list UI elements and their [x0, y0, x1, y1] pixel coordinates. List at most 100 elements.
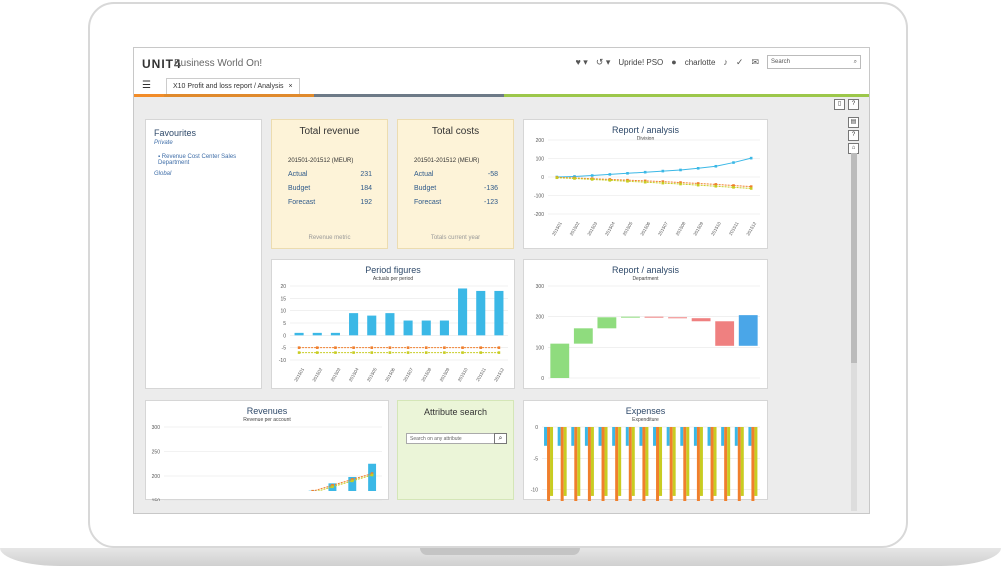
bar	[385, 313, 395, 336]
x-tick-label: 201506	[384, 367, 396, 383]
bar	[612, 427, 616, 446]
x-tick-label: 201510	[457, 367, 469, 383]
total-costs-title: Total costs	[431, 126, 480, 137]
checkmark-icon[interactable]: ✓	[735, 56, 744, 67]
scrollbar[interactable]	[851, 153, 857, 511]
data-point	[297, 351, 301, 354]
data-point	[573, 177, 576, 180]
data-point	[696, 183, 700, 187]
bar	[751, 427, 755, 501]
waterfall-bar	[715, 321, 735, 346]
history-icon[interactable]: ↺ ▾	[595, 56, 611, 67]
bar	[727, 427, 731, 496]
bar	[653, 427, 657, 446]
kpi-row: Actual 231	[288, 171, 372, 178]
data-point	[350, 478, 354, 481]
total-revenue-title: Total revenue	[299, 126, 360, 137]
bar	[557, 427, 561, 446]
kpi-row: Budget -136	[414, 185, 498, 192]
tab-title: Profit and loss report / Analysis	[187, 83, 284, 90]
dashboard-area: ▯ ? ▤ ? ⌂ Favourites Private ▪ Revenue C…	[134, 97, 869, 513]
chart-title: Report / analysis	[611, 265, 680, 275]
bar	[631, 427, 635, 496]
data-point	[749, 187, 753, 190]
bar	[544, 427, 548, 446]
division-chart-card[interactable]: Report / analysis Division -200 -100 0 100 2…	[523, 119, 768, 249]
help-icon[interactable]: ?	[848, 130, 859, 141]
tab-profit-loss[interactable]: X10 Profit and loss report / Analysis ×	[166, 78, 300, 94]
data-point	[732, 186, 735, 189]
data-point	[714, 164, 718, 168]
chart-subtitle: Expenditure	[632, 417, 659, 423]
data-point	[590, 174, 594, 177]
favourites-title: Favourites	[154, 128, 197, 138]
top-right-toolbar: ♥ ▾ ↺ ▾ Upride! PSO ● charlotte ♪ ✓ ✉ Se…	[575, 54, 861, 70]
bar	[571, 427, 575, 446]
series-line	[556, 157, 752, 178]
y-tick-label: -5	[282, 346, 287, 352]
waterfall-bar	[621, 316, 640, 318]
total-costs-period: 201501-201512 (MEUR)	[414, 158, 480, 164]
revenues-chart-card[interactable]: Revenues Revenue per account 10015020025…	[145, 400, 389, 501]
x-tick-label: 201511	[475, 367, 487, 383]
chart-title: Revenues	[246, 406, 288, 416]
x-tick-label: 201508	[420, 367, 432, 383]
total-costs-footer: Totals current year	[430, 235, 481, 241]
kpi-row: Forecast -123	[414, 199, 498, 206]
y-tick-label: 250	[152, 450, 161, 456]
favourite-link[interactable]: ▪ Revenue Cost Center Sales Department	[158, 154, 237, 166]
bar	[683, 427, 687, 501]
layout-icon[interactable]: ▯	[834, 99, 845, 110]
expenses-chart-card[interactable]: Expenses Expenditure 0-5-10-15	[523, 400, 768, 501]
favourites-global: Global	[154, 171, 172, 177]
data-point	[350, 479, 354, 483]
data-point	[315, 351, 319, 354]
bar	[584, 427, 588, 446]
x-tick-label: 201509	[439, 367, 451, 383]
chart-subtitle: Division	[636, 136, 655, 142]
y-tick-label: -200	[534, 212, 544, 218]
bar	[439, 320, 449, 336]
expenses-chart: 0-5-10-15	[531, 425, 760, 501]
waterfall-bar	[738, 315, 758, 346]
chart-subtitle: Department	[632, 276, 659, 282]
data-point	[626, 179, 629, 183]
data-point	[311, 491, 314, 494]
y-tick-label: 10	[280, 309, 286, 315]
data-point	[749, 185, 753, 188]
revenues-chart: 100150200250300	[152, 425, 382, 501]
chart-title: Report / analysis	[611, 125, 680, 135]
user-menu[interactable]: charlotte	[684, 57, 716, 67]
total-revenue-card[interactable]: Total revenue 201501-201512 (MEUR) Actua…	[271, 119, 388, 249]
search-input[interactable]: Search ⌕	[767, 55, 861, 69]
attribute-search-card: Attribute search Search on any attribute…	[397, 400, 514, 500]
search-icon[interactable]: ⌕	[853, 58, 857, 65]
chat-icon[interactable]: ✉	[751, 56, 759, 67]
total-revenue-period: 201501-201512 (MEUR)	[288, 158, 354, 164]
x-tick-label: 201504	[604, 221, 616, 237]
y-tick-label: -10	[531, 488, 538, 494]
department-chart-card[interactable]: Report / analysis Department 0 100 200 300	[523, 259, 768, 389]
x-tick-label: 201507	[402, 367, 414, 383]
y-tick-label: 20	[280, 284, 286, 290]
bar	[590, 427, 594, 496]
y-tick-label: -5	[534, 456, 539, 462]
help-icon[interactable]: ?	[848, 99, 859, 110]
data-point	[732, 184, 735, 187]
data-point	[443, 351, 446, 354]
company-selector[interactable]: Upride! PSO	[618, 57, 664, 67]
bar	[615, 427, 619, 501]
x-tick-label: 201512	[493, 367, 505, 383]
document-icon[interactable]: ▤	[848, 117, 859, 128]
bell-icon[interactable]: ♪	[723, 57, 728, 67]
x-tick-label: 201507	[657, 221, 669, 237]
data-point	[479, 351, 483, 354]
bar	[710, 427, 714, 501]
attribute-search-input[interactable]: Search on any attribute	[406, 433, 496, 444]
menu-list-icon[interactable]: ☰	[142, 80, 151, 91]
total-costs-card[interactable]: Total costs 201501-201512 (MEUR) Actual -…	[397, 119, 514, 249]
period-chart-card[interactable]: Period figures Actuals per period -10 -5 0…	[271, 259, 515, 389]
heart-icon[interactable]: ♥ ▾	[575, 56, 588, 67]
close-icon[interactable]: ×	[288, 83, 293, 90]
search-icon[interactable]: ⌕	[494, 433, 507, 444]
